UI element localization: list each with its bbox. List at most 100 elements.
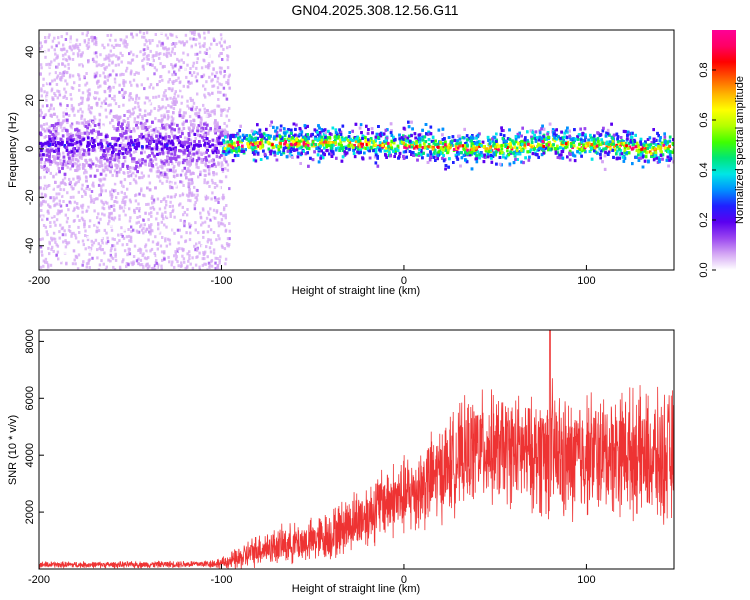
heatmap-cell	[57, 118, 60, 122]
heatmap-cell	[39, 176, 42, 180]
heatmap-cell	[120, 206, 124, 210]
heatmap-cell	[139, 251, 142, 255]
heatmap-cell	[65, 58, 69, 62]
heatmap-cell	[89, 200, 93, 204]
heatmap-cell	[153, 107, 156, 110]
heatmap-cell	[203, 252, 206, 256]
heatmap-cell	[177, 237, 180, 241]
heatmap-cell	[168, 51, 171, 55]
heatmap-cell	[189, 136, 192, 140]
heatmap-cell	[52, 196, 55, 200]
heatmap-cell	[173, 195, 176, 199]
heatmap-cell	[102, 63, 105, 66]
heatmap-cell	[121, 234, 124, 238]
heatmap-cell	[102, 123, 105, 127]
heatmap-cell	[215, 172, 218, 176]
heatmap-cell	[141, 65, 144, 69]
heatmap-cell	[42, 77, 45, 81]
heatmap-cell	[66, 82, 69, 86]
heatmap-cell	[221, 163, 224, 167]
heatmap-cell	[166, 195, 170, 199]
heatmap-cell	[89, 118, 92, 122]
heatmap-cell	[176, 249, 179, 253]
heatmap-cell	[224, 93, 227, 97]
heatmap-cell	[110, 212, 113, 216]
heatmap-cell	[102, 267, 105, 270]
heatmap-cell	[118, 79, 121, 83]
heatmap-cell	[228, 237, 231, 241]
heatmap-cell	[103, 57, 106, 61]
heatmap-cell	[161, 41, 164, 45]
heatmap-cell	[204, 173, 207, 177]
heatmap-cell	[224, 213, 227, 217]
heatmap-cell	[78, 144, 82, 148]
heatmap-cell	[170, 182, 173, 186]
heatmap-cell	[217, 104, 221, 108]
heatmap-cell	[122, 95, 125, 99]
heatmap-cell	[69, 145, 72, 149]
heatmap-cell	[188, 222, 191, 226]
heatmap-cell	[57, 223, 60, 227]
heatmap-cell	[94, 40, 98, 44]
heatmap-cell	[72, 177, 75, 181]
heatmap-cell	[67, 214, 70, 217]
heatmap-cell	[175, 138, 179, 142]
heatmap-cell	[66, 191, 69, 195]
heatmap-cell	[97, 212, 100, 216]
heatmap-cell	[45, 170, 49, 174]
heatmap-cell	[177, 264, 180, 268]
heatmap-cell	[185, 193, 189, 197]
heatmap-cell	[173, 164, 176, 168]
heatmap-cell	[107, 53, 111, 57]
heatmap-cell	[50, 236, 53, 240]
heatmap-cell	[130, 58, 134, 62]
heatmap-cell	[111, 40, 114, 44]
heatmap-cell	[210, 255, 214, 259]
heatmap-cell	[109, 190, 112, 194]
heatmap-cell	[109, 103, 112, 107]
heatmap-cell	[44, 113, 47, 117]
heatmap-cell	[194, 184, 197, 188]
heatmap-cell	[161, 144, 165, 148]
heatmap-cell	[165, 53, 168, 57]
heatmap-cell	[172, 166, 175, 170]
heatmap-cell	[125, 66, 129, 70]
heatmap-cell	[113, 248, 117, 252]
heatmap-cell	[99, 193, 102, 197]
heatmap-cell	[140, 187, 143, 191]
heatmap-cell	[123, 159, 127, 163]
heatmap-cell	[203, 107, 206, 111]
heatmap-cell	[136, 230, 139, 234]
heatmap-cell	[216, 104, 219, 108]
heatmap-cell	[47, 62, 50, 66]
heatmap-cell	[75, 255, 78, 259]
heatmap-cell	[154, 235, 157, 239]
heatmap-cell	[89, 194, 92, 198]
heatmap-cell	[161, 78, 164, 82]
heatmap-cell	[183, 166, 187, 170]
heatmap-cell	[207, 62, 211, 66]
heatmap-cell	[194, 75, 198, 79]
heatmap-cell	[228, 86, 231, 90]
heatmap-cell	[64, 118, 67, 122]
heatmap-cell	[130, 229, 133, 233]
heatmap-cell	[140, 189, 143, 193]
heatmap-cell	[162, 159, 165, 163]
heatmap-cell	[200, 216, 203, 220]
heatmap-cell	[200, 116, 203, 120]
heatmap-cell	[173, 92, 177, 96]
heatmap-cell	[182, 146, 185, 150]
heatmap-cell	[226, 46, 229, 50]
heatmap-cell	[43, 123, 46, 126]
heatmap-cell	[59, 259, 62, 263]
heatmap-cell	[121, 131, 124, 134]
heatmap-cell	[40, 250, 43, 254]
heatmap-cell	[202, 151, 206, 155]
heatmap-cell	[42, 187, 46, 191]
heatmap-cell	[118, 265, 122, 269]
heatmap-cell	[102, 207, 106, 211]
heatmap-cell	[125, 35, 128, 39]
heatmap-cell	[94, 238, 98, 242]
heatmap-cell	[75, 162, 78, 166]
